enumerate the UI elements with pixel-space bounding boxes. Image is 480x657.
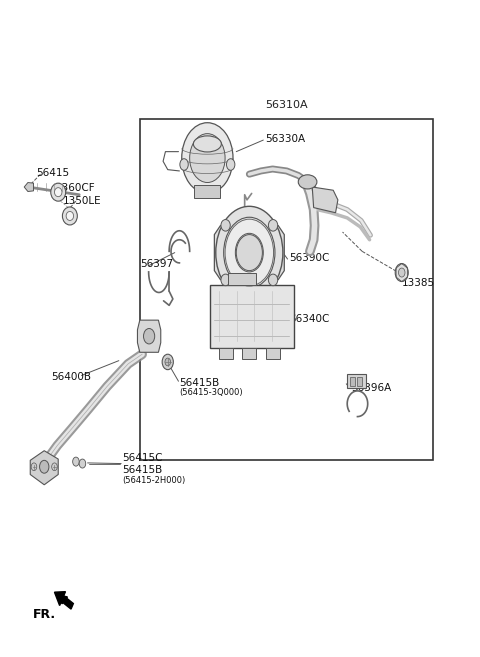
Circle shape <box>31 463 37 470</box>
Circle shape <box>398 268 405 277</box>
Ellipse shape <box>298 175 317 189</box>
Bar <box>194 185 220 198</box>
Circle shape <box>236 235 263 271</box>
Circle shape <box>39 461 49 473</box>
Ellipse shape <box>51 183 66 201</box>
Circle shape <box>235 233 264 272</box>
Circle shape <box>72 457 79 466</box>
Ellipse shape <box>66 212 73 221</box>
Text: (56415-3Q000): (56415-3Q000) <box>180 388 243 397</box>
Circle shape <box>52 463 57 470</box>
Bar <box>210 284 294 348</box>
Bar <box>347 374 366 388</box>
Ellipse shape <box>193 136 221 152</box>
Circle shape <box>79 459 86 468</box>
Text: 56340C: 56340C <box>289 314 329 324</box>
Text: 13385: 13385 <box>402 279 435 288</box>
Circle shape <box>395 263 408 282</box>
Circle shape <box>182 123 233 193</box>
Ellipse shape <box>221 274 230 286</box>
Text: 56390C: 56390C <box>289 253 329 263</box>
Circle shape <box>216 206 283 299</box>
Polygon shape <box>24 183 34 192</box>
Circle shape <box>224 217 275 288</box>
Ellipse shape <box>62 207 77 225</box>
Polygon shape <box>30 451 58 485</box>
Bar <box>219 348 233 359</box>
Text: 56396A: 56396A <box>351 382 391 393</box>
Circle shape <box>162 354 173 370</box>
Text: 1350LE: 1350LE <box>63 196 101 206</box>
Bar <box>140 120 433 461</box>
Text: 56415C: 56415C <box>122 453 163 463</box>
Ellipse shape <box>268 274 278 286</box>
Polygon shape <box>215 225 284 280</box>
Ellipse shape <box>227 159 235 170</box>
Text: (56415-2H000): (56415-2H000) <box>122 476 186 486</box>
Text: 56397: 56397 <box>140 260 173 269</box>
Bar <box>265 348 280 359</box>
Text: 56415B: 56415B <box>122 465 163 475</box>
Polygon shape <box>312 187 338 213</box>
Text: 56415: 56415 <box>36 168 69 178</box>
Text: FR.: FR. <box>33 608 56 621</box>
Polygon shape <box>137 320 161 352</box>
Text: 56330A: 56330A <box>265 134 306 144</box>
Text: 56310A: 56310A <box>265 100 308 110</box>
Bar <box>228 273 256 284</box>
Text: 56400B: 56400B <box>51 372 91 382</box>
Ellipse shape <box>180 159 188 170</box>
Circle shape <box>190 133 225 183</box>
Bar <box>350 377 355 386</box>
Ellipse shape <box>221 219 230 231</box>
FancyArrow shape <box>55 592 73 609</box>
Text: 1360CF: 1360CF <box>56 183 96 193</box>
Bar <box>242 348 256 359</box>
Text: 56415B: 56415B <box>180 378 220 388</box>
Ellipse shape <box>55 188 62 196</box>
Bar <box>358 377 361 386</box>
Circle shape <box>144 328 155 344</box>
Circle shape <box>225 219 274 286</box>
Circle shape <box>165 358 170 366</box>
Ellipse shape <box>268 219 278 231</box>
